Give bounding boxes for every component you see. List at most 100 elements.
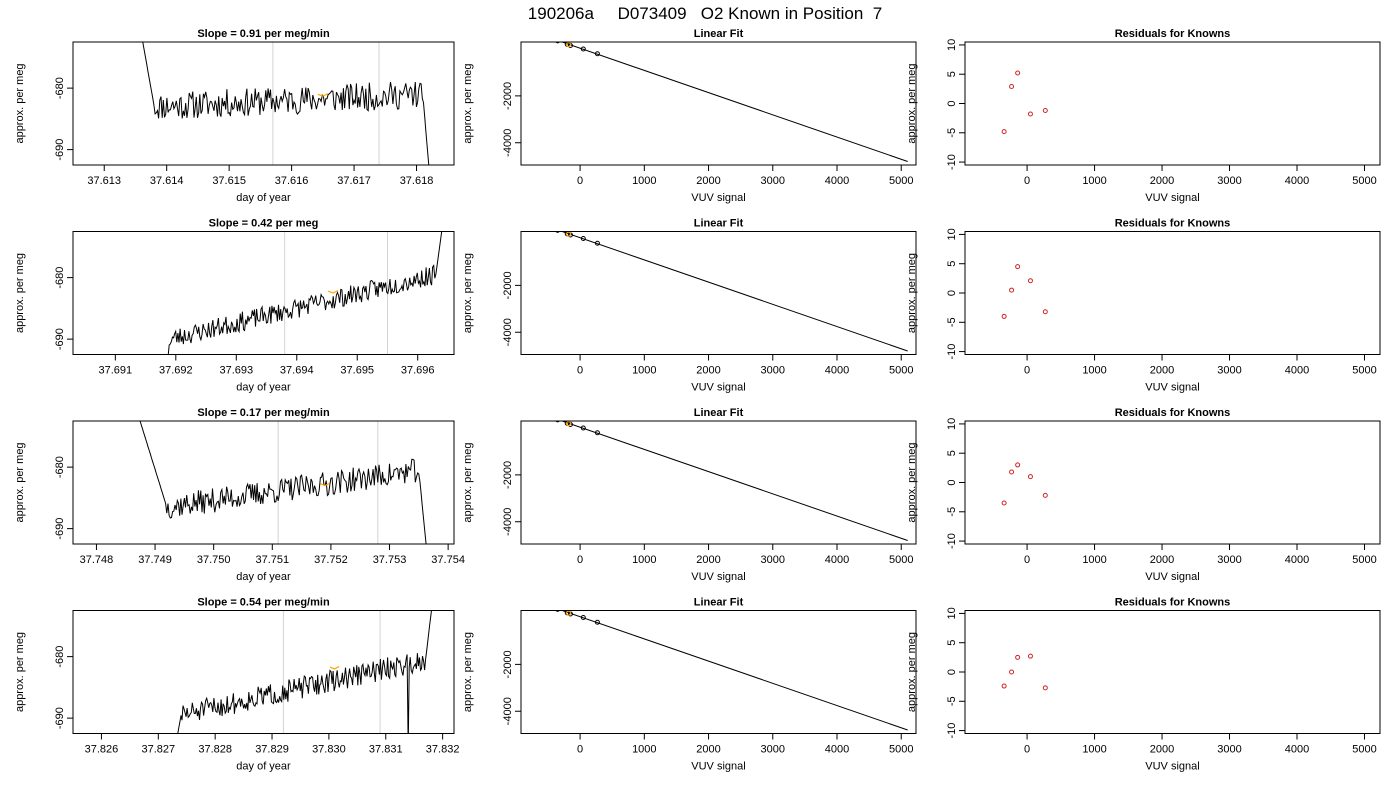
x-tick-label: 2000 [696,365,720,377]
y-tick-label: -2000 [502,650,514,678]
x-tick-label: 37.749 [138,554,172,566]
panel-time-trace-4: Slope = 0.54 per meg/min 37.826 37.827 37.8… [14,597,460,773]
plot-frame [520,420,917,545]
x-tick-label: 37.828 [198,744,232,756]
x-axis-label: day of year [236,382,291,394]
x-tick-label: 37.753 [373,554,407,566]
y-tick-label: -680 [54,456,66,478]
plot-frame [964,231,1381,355]
trace-line [139,421,427,544]
sample-marker [327,290,339,294]
x-axis-label: VUV signal [691,382,745,394]
x-tick-label: 4000 [825,175,849,187]
y-tick-label: -690 [54,707,66,729]
x-tick-label: 1000 [1082,365,1106,377]
residual-point [1009,84,1015,90]
x-axis-label: day of year [236,192,291,204]
y-tick-label: -5 [946,128,958,138]
y-tick-label: -680 [54,267,66,289]
x-tick-label: 37.831 [369,744,403,756]
y-tick-label: -5 [946,696,958,706]
x-tick-label: 1000 [632,744,656,756]
x-tick-label: 37.832 [426,744,460,756]
y-tick-label: 10 [946,607,958,619]
trace-line [167,231,443,355]
x-tick-label: 37.613 [87,175,121,187]
residual-point [1027,278,1033,284]
x-tick-label: 3000 [1217,744,1241,756]
x-tick-label: 4000 [825,365,849,377]
x-tick-label: 2000 [696,175,720,187]
residual-point [1015,70,1021,76]
x-tick-label: 37.617 [337,175,371,187]
x-axis-label: VUV signal [691,761,745,773]
data-point [555,610,560,612]
y-axis-label: approx. per meg [906,253,918,333]
residual-point [1009,469,1015,475]
x-tick-label: 2000 [696,554,720,566]
residual-point [1015,264,1021,270]
residual-point [1015,654,1021,660]
y-tick-label: -690 [54,139,66,161]
x-axis-label: VUV signal [1145,192,1199,204]
x-tick-label: 4000 [1285,744,1309,756]
y-axis-label: approx. per meg [462,253,474,333]
plot-area [555,231,908,352]
x-tick-label: 37.754 [431,554,465,566]
panel-time-trace-3: Slope = 0.17 per meg/min 37.748 37.749 37.7… [14,407,465,583]
highlight-point [565,421,572,427]
data-point [555,231,560,233]
x-tick-label: 5000 [1352,744,1376,756]
y-tick-label: -10 [946,344,958,360]
residual-point [1009,669,1015,675]
residual-point [1001,313,1007,319]
highlight-point [565,42,572,48]
x-tick-label: 37.751 [255,554,289,566]
residual-point [1042,685,1048,691]
x-tick-label: 37.615 [212,175,246,187]
x-tick-label: 5000 [1352,175,1376,187]
sample-marker [317,93,329,97]
x-tick-label: 37.694 [280,365,314,377]
x-tick-label: 1000 [1082,554,1106,566]
y-tick-label: -10 [946,723,958,739]
x-tick-label: 37.830 [312,744,346,756]
residual-point [1001,500,1007,506]
x-tick-label: 3000 [761,175,785,187]
plot-frame [520,41,917,166]
data-point [580,615,586,621]
y-tick-label: -10 [946,154,958,170]
x-tick-label: 1000 [632,365,656,377]
x-tick-label: 37.695 [340,365,374,377]
residual-point [1009,287,1015,293]
x-tick-label: 5000 [889,744,913,756]
sample-marker [320,482,331,487]
x-tick-label: 1000 [1082,175,1106,187]
x-tick-label: 0 [577,365,583,377]
x-tick-label: 4000 [1285,365,1309,377]
x-tick-label: 4000 [1285,175,1309,187]
residual-point [1027,111,1033,117]
residual-point [1027,474,1033,480]
panel-time-trace-1: Slope = 0.91 per meg/min 37.613 37.614 37.6… [14,28,455,204]
y-axis-label: approx. per meg [906,63,918,143]
panel-linear-fit-3: Linear Fit 0 1000 2000 3000 4000 5000 -4000 -200… [462,407,917,583]
x-tick-label: 0 [577,554,583,566]
highlight-point [565,610,572,616]
fit-line [560,610,908,731]
panel-residuals-3: Residuals for Knowns 0 1000 2000 3000 4000 500… [906,407,1381,583]
x-tick-label: 37.827 [141,744,175,756]
x-tick-label: 4000 [825,744,849,756]
plot-frame [72,420,455,545]
x-tick-label: 2000 [1150,744,1174,756]
plot-area [177,610,432,734]
residual-point [1001,683,1007,689]
panel-title: Linear Fit [694,218,744,230]
fit-line [560,421,908,541]
x-axis-label: VUV signal [691,571,745,583]
x-axis-label: day of year [236,761,291,773]
x-tick-label: 5000 [1352,365,1376,377]
x-tick-label: 2000 [696,744,720,756]
y-tick-label: 10 [946,418,958,430]
fit-line [560,231,908,352]
